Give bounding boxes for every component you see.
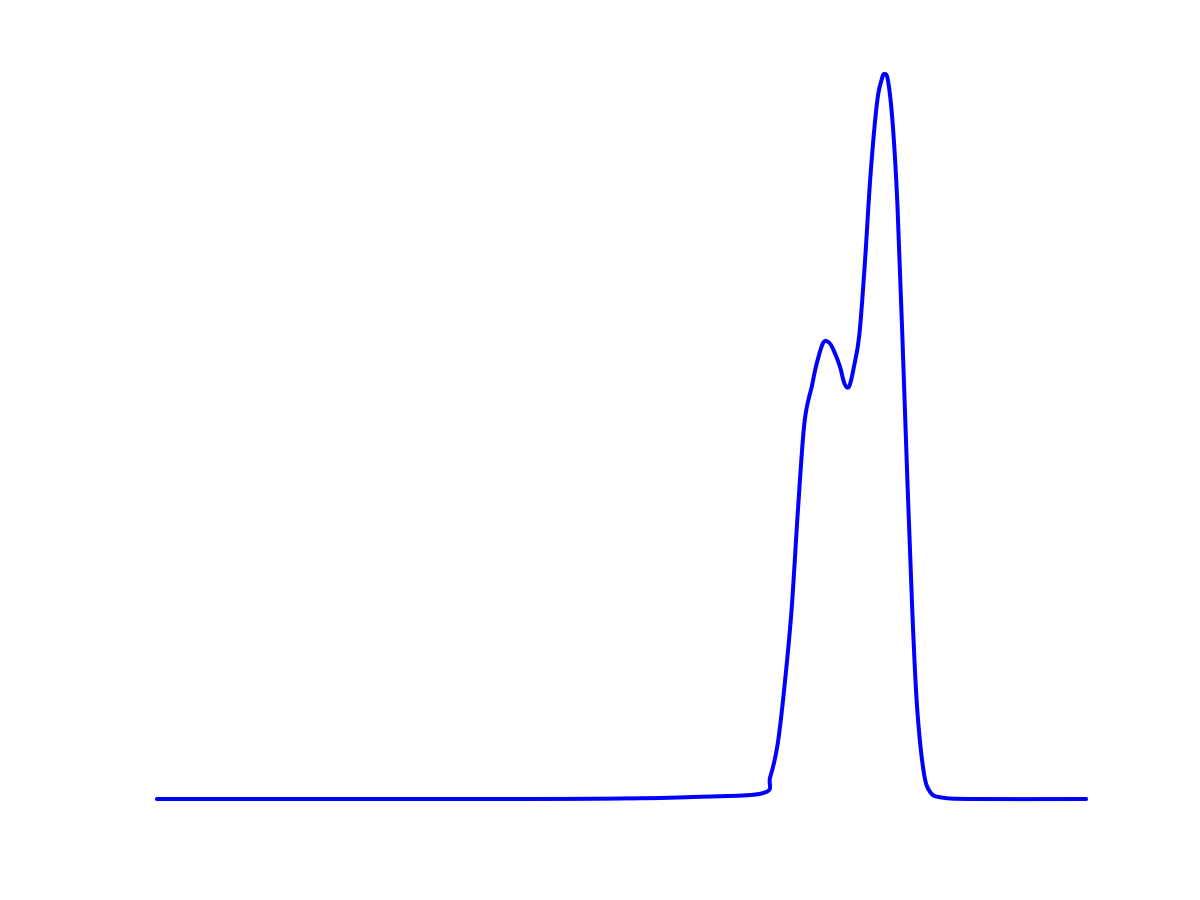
series-line-0 xyxy=(155,71,1088,802)
plot-area xyxy=(155,71,1088,802)
